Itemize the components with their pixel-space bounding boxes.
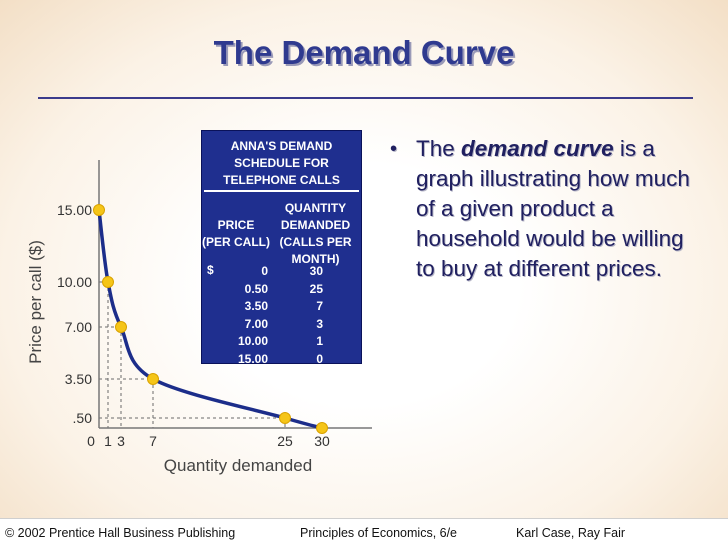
bullet-list: • The demand curve is a graph illustratin… [388,134,708,284]
y-tick-labels: .50 3.50 7.00 10.00 15.00 [57,202,92,426]
y-tick-label-1: 3.50 [65,371,92,387]
schedule-title: ANNA'S DEMAND SCHEDULE FOR TELEPHONE CAL… [223,139,340,187]
data-point-4 [279,412,291,424]
title-divider [38,97,693,99]
footer-authors: Karl Case, Ray Fair [516,526,626,540]
schedule-currency: $ [207,263,214,277]
x-tick-label-3: 7 [149,433,157,449]
footer-book-title: Principles of Economics, 6/e [300,526,458,540]
schedule-quantity-cell: 25 [309,281,323,296]
x-tick-label-1: 1 [104,433,112,449]
x-tick-label-4: 25 [277,433,293,449]
data-point-5 [316,422,328,434]
schedule-price-cell: 0.50 [244,281,268,296]
schedule-price-cell: 10.00 [237,334,268,348]
schedule-quantity-cell: 7 [316,299,323,313]
schedule-price-cell: 7.00 [244,316,268,331]
x-tick-label-0: 0 [87,433,95,449]
bullet-dot-icon: • [390,138,398,160]
schedule-quantity-cell: 3 [316,316,323,331]
slide-title: The Demand Curve [213,34,515,71]
x-tick-labels: 0 1 3 7 25 30 [87,433,330,449]
schedule-row: 0 30 [202,263,361,280]
bullet-text-after: is a graph illustrating how much of a gi… [416,136,690,281]
schedule-row: 15.00 0 [202,351,361,368]
schedule-quantity-header: QUANTITY DEMANDED (CALLS PER MONTH) [279,201,352,266]
x-tick-label-2: 3 [117,433,125,449]
schedule-quantity-cell: 1 [316,334,323,348]
x-tick-label-5: 30 [314,433,330,449]
bullet-item: • The demand curve is a graph illustratin… [388,134,708,284]
demand-schedule-table: ANNA'S DEMAND SCHEDULE FOR TELEPHONE CAL… [201,130,362,366]
schedule-price-cell: 0 [261,264,268,278]
schedule-row: 7.00 3 [202,316,361,333]
y-tick-label-3: 10.00 [57,274,92,290]
data-point-3 [147,373,159,385]
footer-copyright: © 2002 Prentice Hall Business Publishing [5,526,236,540]
schedule-price-cell: 15.00 [237,351,268,366]
x-axis-label: Quantity demanded [164,456,312,475]
slide-background [0,0,728,518]
bullet-emphasis: demand curve [461,136,614,161]
footer-bar: © 2002 Prentice Hall Business Publishing… [0,518,728,547]
y-tick-label-0: .50 [73,410,93,426]
bullet-text-before: The [416,136,462,161]
schedule-quantity-cell: 30 [309,264,323,278]
schedule-row: 10.00 1 [202,333,361,350]
data-point-2 [115,321,127,333]
schedule-divider [204,190,359,192]
guide-lines [99,281,286,428]
y-axis-label: Price per call ($) [26,240,45,364]
schedule-quantity-cell: 0 [316,351,323,366]
schedule-row: 3.50 7 [202,298,361,315]
schedule-price-header: PRICE (PER CALL) [202,218,270,249]
data-point-1 [102,276,114,288]
data-points [93,204,328,434]
y-tick-label-4: 15.00 [57,202,92,218]
y-tick-label-2: 7.00 [65,319,92,335]
data-point-0 [93,204,105,216]
schedule-row: 0.50 25 [202,281,361,298]
schedule-price-cell: 3.50 [244,299,268,313]
